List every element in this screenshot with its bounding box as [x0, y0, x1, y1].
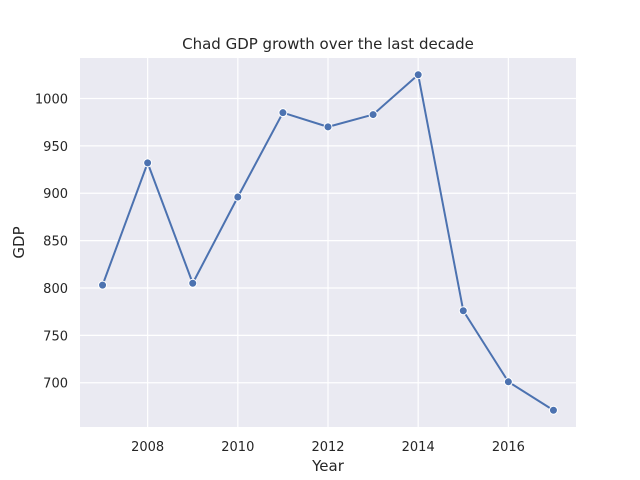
data-point [188, 278, 198, 288]
x-tick-label: 2014 [402, 440, 435, 455]
x-tick-label: 2016 [492, 440, 525, 455]
x-axis-label: Year [311, 457, 345, 475]
data-point [458, 306, 468, 316]
x-tick-label: 2010 [221, 440, 254, 455]
data-point [323, 122, 333, 132]
y-axis-label: GDP [10, 226, 28, 258]
y-tick-label: 950 [43, 140, 68, 155]
data-point [278, 108, 288, 118]
data-point [98, 280, 108, 290]
x-tick-label: 2012 [311, 440, 344, 455]
data-point [233, 192, 243, 202]
y-tick-label: 800 [43, 282, 68, 297]
y-tick-label: 700 [43, 377, 68, 392]
y-tick-label: 900 [43, 187, 68, 202]
data-point [548, 405, 558, 415]
data-point [368, 110, 378, 120]
x-tick-label: 2008 [131, 440, 164, 455]
data-point [413, 70, 423, 80]
data-point [503, 377, 513, 387]
x-tick-labels: 2008 2010 2012 2014 2016 [131, 440, 525, 455]
chart-title: Chad GDP growth over the last decade [182, 35, 474, 53]
y-tick-label: 850 [43, 235, 68, 250]
y-tick-labels: 700 750 800 850 900 950 1000 [35, 92, 68, 391]
y-tick-label: 750 [43, 329, 68, 344]
gridlines [80, 58, 576, 427]
data-point [143, 158, 153, 168]
y-tick-label: 1000 [35, 92, 68, 107]
series-group [98, 70, 558, 415]
